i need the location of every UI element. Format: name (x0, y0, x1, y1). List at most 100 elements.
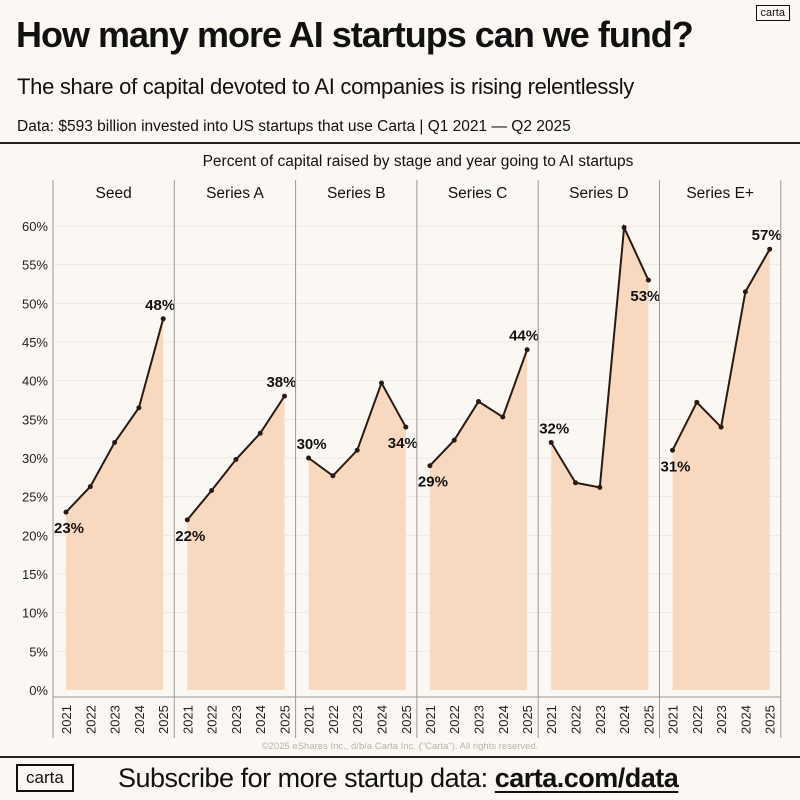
x-tick-label: 2022 (83, 705, 98, 734)
y-tick-label: 0% (29, 683, 48, 698)
data-point (63, 509, 69, 515)
x-tick-label: 2022 (569, 705, 584, 734)
panel-title: Series A (206, 185, 264, 202)
data-point (694, 399, 700, 405)
carta-data-link[interactable]: carta.com/data (494, 763, 679, 793)
copyright: ©2025 eShares Inc., d/b/a Carta Inc. ("C… (262, 741, 539, 752)
data-point (160, 316, 166, 322)
area-fill (308, 382, 406, 690)
carta-logo: carta (755, 5, 790, 21)
y-tick-label: 25% (22, 490, 48, 505)
y-tick-label: 45% (22, 335, 48, 350)
data-point (500, 414, 506, 420)
x-tick-label: 2021 (544, 705, 559, 734)
panel-title: Series C (448, 185, 507, 202)
x-tick-label: 2025 (399, 705, 414, 734)
data-point (548, 440, 554, 446)
data-point (573, 480, 578, 486)
y-tick-label: 50% (22, 296, 48, 311)
data-point (597, 484, 603, 490)
data-label: 44% (509, 328, 539, 345)
x-tick-label: 2021 (302, 705, 317, 734)
page-title: How many more AI startups can we fund? (16, 14, 694, 55)
data-label: 32% (539, 421, 569, 438)
x-tick-label: 2024 (253, 705, 268, 734)
chart-title: Percent of capital raised by stage and y… (203, 153, 634, 170)
y-tick-label: 60% (22, 219, 48, 234)
y-tick-label: 10% (22, 606, 48, 621)
data-point (282, 393, 287, 399)
y-tick-label: 15% (22, 567, 48, 582)
data-point (718, 424, 724, 430)
data-point (670, 447, 675, 453)
data-label: 29% (418, 474, 448, 491)
divider (0, 142, 800, 144)
x-tick-label: 2024 (375, 705, 390, 734)
data-label: 53% (630, 288, 660, 305)
data-point (354, 447, 360, 453)
data-point (524, 347, 530, 353)
y-tick-label: 5% (29, 644, 48, 659)
x-tick-label: 2021 (180, 705, 195, 734)
data-label: 31% (661, 458, 691, 475)
data-point (209, 487, 215, 493)
footer-cta: Subscribe for more startup data: carta.c… (118, 763, 679, 793)
x-tick-label: 2023 (108, 705, 123, 734)
data-point (87, 484, 93, 490)
x-tick-label: 2025 (520, 705, 535, 734)
data-point (184, 517, 190, 523)
x-tick-label: 2024 (738, 705, 753, 734)
y-tick-label: 35% (22, 412, 48, 427)
panel-title: Series E+ (686, 185, 754, 202)
x-tick-label: 2025 (278, 705, 293, 734)
data-point (427, 463, 433, 469)
data-point (451, 437, 457, 443)
subtitle: The share of capital devoted to AI compa… (17, 74, 635, 99)
data-point (403, 424, 409, 430)
y-tick-label: 40% (22, 374, 48, 389)
area-fill (551, 227, 649, 690)
x-tick-label: 2023 (714, 705, 729, 734)
x-tick-label: 2022 (690, 705, 705, 734)
x-tick-label: 2023 (350, 705, 365, 734)
x-tick-label: 2021 (59, 705, 74, 734)
area-fill (429, 349, 528, 690)
x-tick-label: 2023 (472, 705, 487, 734)
panel-title: Series D (569, 185, 628, 202)
x-tick-label: 2021 (666, 705, 681, 734)
x-tick-label: 2022 (326, 705, 341, 734)
x-tick-label: 2025 (156, 705, 171, 734)
data-point (379, 380, 384, 386)
x-tick-label: 2021 (423, 705, 438, 734)
x-tick-label: 2024 (132, 705, 147, 734)
data-label: 22% (175, 528, 205, 545)
data-point (112, 440, 118, 446)
panel-title: Seed (96, 185, 132, 202)
area-fill (187, 396, 285, 690)
data-label: 30% (297, 436, 327, 453)
data-point (330, 473, 336, 479)
y-tick-label: 30% (22, 451, 48, 466)
data-label: 23% (54, 520, 84, 537)
x-tick-label: 2022 (205, 705, 220, 734)
data-point (257, 430, 263, 436)
data-label: 57% (752, 227, 782, 244)
data-point (742, 289, 748, 295)
y-tick-label: 20% (22, 528, 48, 543)
footer-text: Subscribe for more startup data: (118, 763, 495, 793)
data-point (476, 399, 481, 405)
y-tick-label: 55% (22, 258, 48, 273)
x-tick-label: 2023 (229, 705, 244, 734)
data-point (645, 277, 651, 283)
x-tick-label: 2024 (496, 705, 511, 734)
data-label: 48% (145, 297, 175, 314)
x-tick-label: 2025 (763, 705, 778, 734)
data-point (767, 246, 773, 252)
area-fill (672, 249, 770, 690)
x-tick-label: 2023 (593, 705, 608, 734)
divider (0, 756, 800, 758)
x-tick-label: 2022 (447, 705, 462, 734)
x-tick-label: 2024 (617, 705, 632, 734)
data-source: Data: $593 billion invested into US star… (17, 118, 571, 135)
panel-title: Series B (327, 185, 386, 202)
